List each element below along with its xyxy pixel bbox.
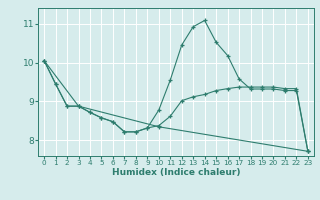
X-axis label: Humidex (Indice chaleur): Humidex (Indice chaleur) xyxy=(112,168,240,177)
